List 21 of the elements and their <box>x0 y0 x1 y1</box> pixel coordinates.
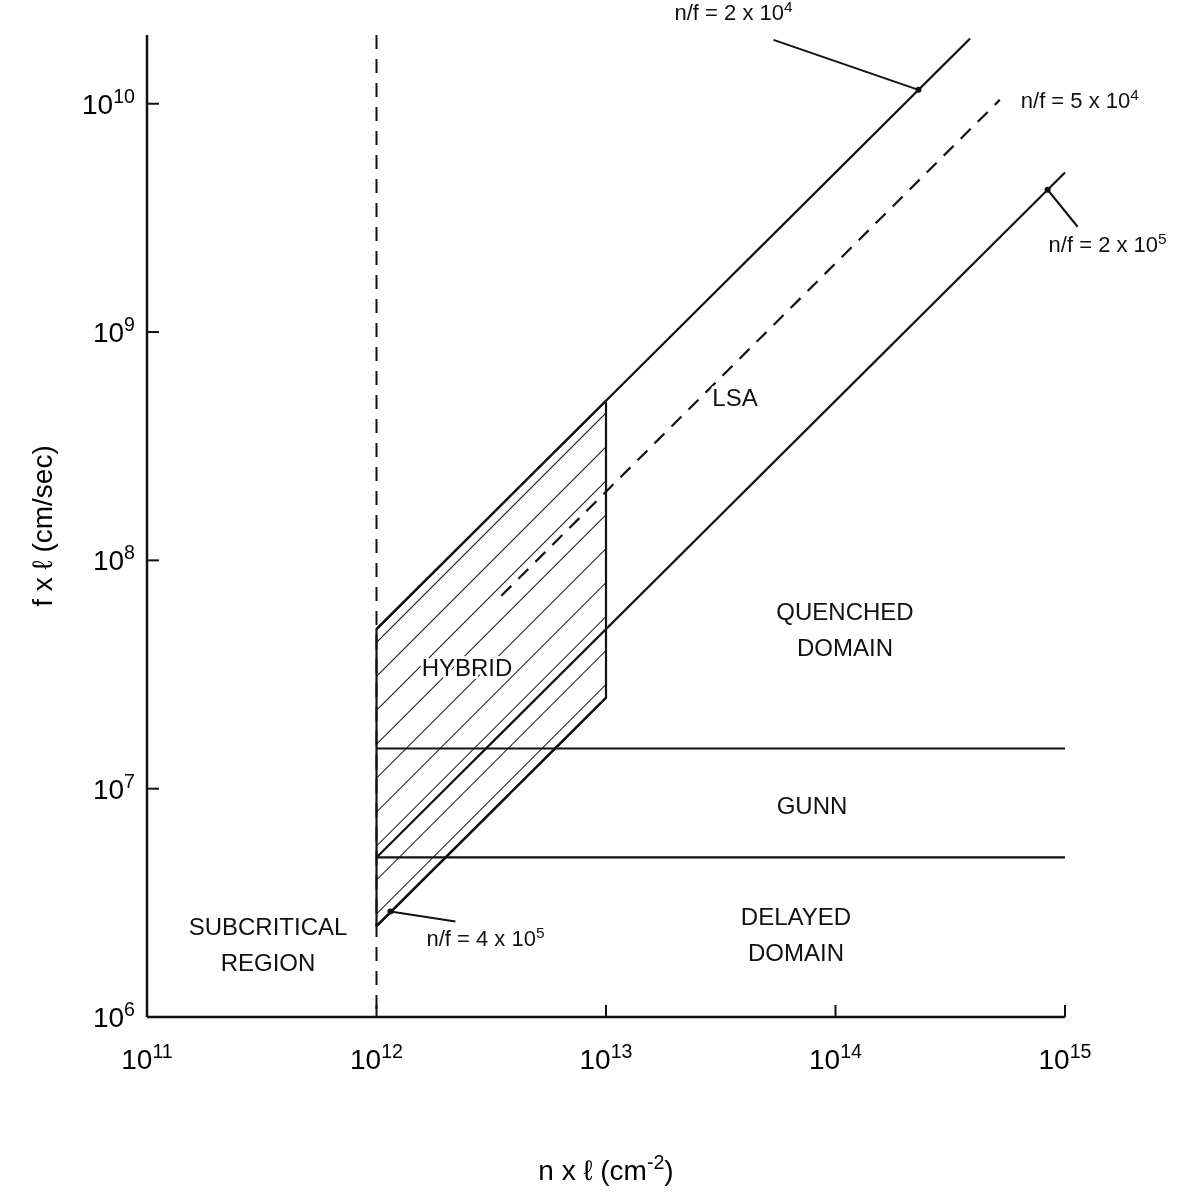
annotation: n/f = 4 x 10$^{5}$ <box>426 923 545 952</box>
annotation: DELAYED DOMAIN <box>740 903 852 966</box>
y-tick-label: 10$^{8}$ <box>92 541 136 577</box>
annotation: n/f = 2 x 10$^{4}$ <box>674 0 793 25</box>
annotation: n/f = 2 x 10$^{5}$ <box>1048 229 1167 257</box>
x-tick-label: 10$^{11}$ <box>121 1040 173 1075</box>
annotation: SUBCRITICAL REGION <box>188 913 348 976</box>
annotation: n/f = 5 x 10$^{4}$ <box>1020 85 1140 113</box>
x-tick-label: 10$^{15}$ <box>1038 1040 1092 1075</box>
x-tick-label: 10$^{14}$ <box>809 1040 863 1075</box>
y-tick-label: 10$^{7}$ <box>92 769 135 805</box>
annotation: GUNN <box>776 792 848 819</box>
x-tick-label: 10$^{12}$ <box>350 1040 403 1075</box>
x-axis-title: n x ℓ (cm$^{-2}$) <box>538 1151 674 1186</box>
annotation: QUENCHED DOMAIN <box>776 598 914 661</box>
y-tick-label: 10$^{9}$ <box>92 313 135 349</box>
x-tick-label: 10$^{13}$ <box>579 1040 633 1075</box>
y-tick-label: 10$^{6}$ <box>92 998 136 1033</box>
y-axis-title: f x ℓ (cm/sec) <box>27 445 58 607</box>
y-tick-label: 10$^{10}$ <box>82 84 136 120</box>
annotation: LSA <box>712 384 758 411</box>
